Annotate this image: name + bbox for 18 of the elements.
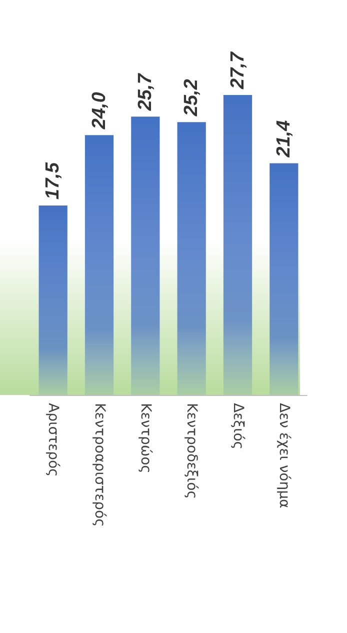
x-tick-label: Κεντροαριστερός bbox=[91, 403, 108, 527]
x-tick-label: Αριστερός bbox=[45, 403, 62, 477]
x-tick-label: Δεν έχει νόημα bbox=[276, 403, 292, 508]
bar bbox=[177, 122, 206, 395]
data-label: 17,5 bbox=[42, 162, 64, 200]
data-label: 27,7 bbox=[227, 50, 248, 90]
x-tick-label: Δεξιός bbox=[230, 403, 246, 450]
data-label: 21,4 bbox=[273, 120, 294, 158]
bar bbox=[84, 135, 114, 395]
data-label: 25,2 bbox=[181, 78, 202, 118]
bar bbox=[131, 116, 160, 395]
data-label: 24,0 bbox=[88, 92, 110, 130]
bar bbox=[223, 95, 252, 395]
x-tick-label: Κεντρώος bbox=[137, 403, 154, 474]
bar bbox=[270, 163, 298, 395]
x-tick-label: Κεντροδεξιός bbox=[184, 403, 200, 499]
data-label: 25,7 bbox=[134, 72, 156, 112]
bar bbox=[38, 205, 68, 395]
